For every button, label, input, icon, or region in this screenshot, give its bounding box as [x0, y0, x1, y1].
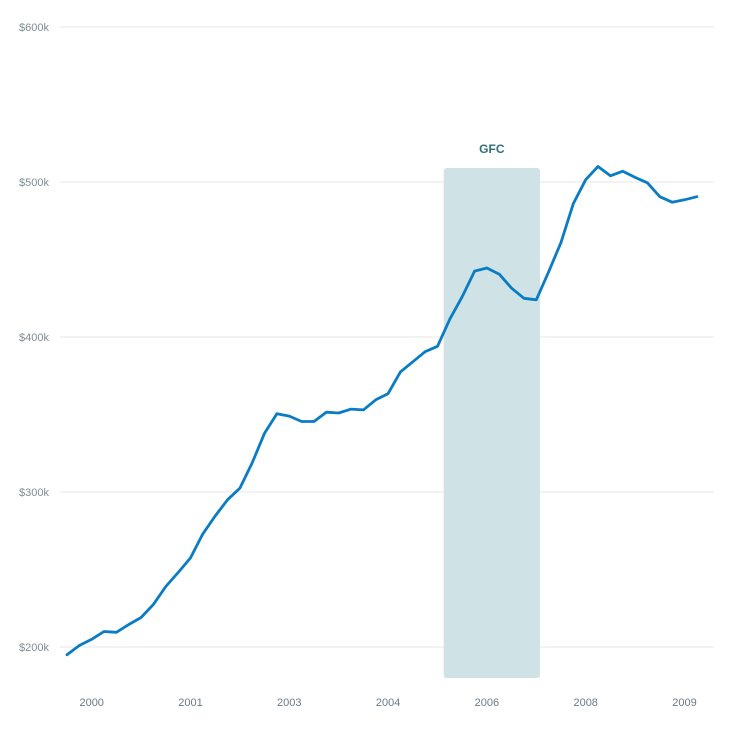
gfc-band-group: GFC — [443, 142, 541, 678]
series-line-group — [65, 165, 699, 657]
x-tick-label-4: 2006 — [475, 697, 499, 709]
gridlines — [60, 26, 714, 648]
y-axis: $200k $300k $400k $500k $600k — [19, 22, 49, 654]
y-tick-label-4: $600k — [19, 22, 49, 34]
x-axis: 20002001200320042006200820092011 — [79, 697, 696, 709]
x-tick-label-6: 2009 — [672, 697, 696, 709]
x-tick-label-5: 2008 — [573, 697, 597, 709]
series-line-0 — [65, 165, 699, 657]
y-tick-label-2: $400k — [19, 332, 49, 344]
x-tick-label-0: 2000 — [79, 697, 103, 709]
x-tick-label-2: 2003 — [277, 697, 301, 709]
y-tick-label-3: $500k — [19, 177, 49, 189]
x-tick-label-3: 2004 — [376, 697, 400, 709]
gfc-band-label: GFC — [479, 142, 505, 156]
x-tick-label-1: 2001 — [178, 697, 202, 709]
y-tick-label-1: $300k — [19, 487, 49, 499]
y-tick-label-0: $200k — [19, 642, 49, 654]
gfc-band — [443, 168, 541, 678]
